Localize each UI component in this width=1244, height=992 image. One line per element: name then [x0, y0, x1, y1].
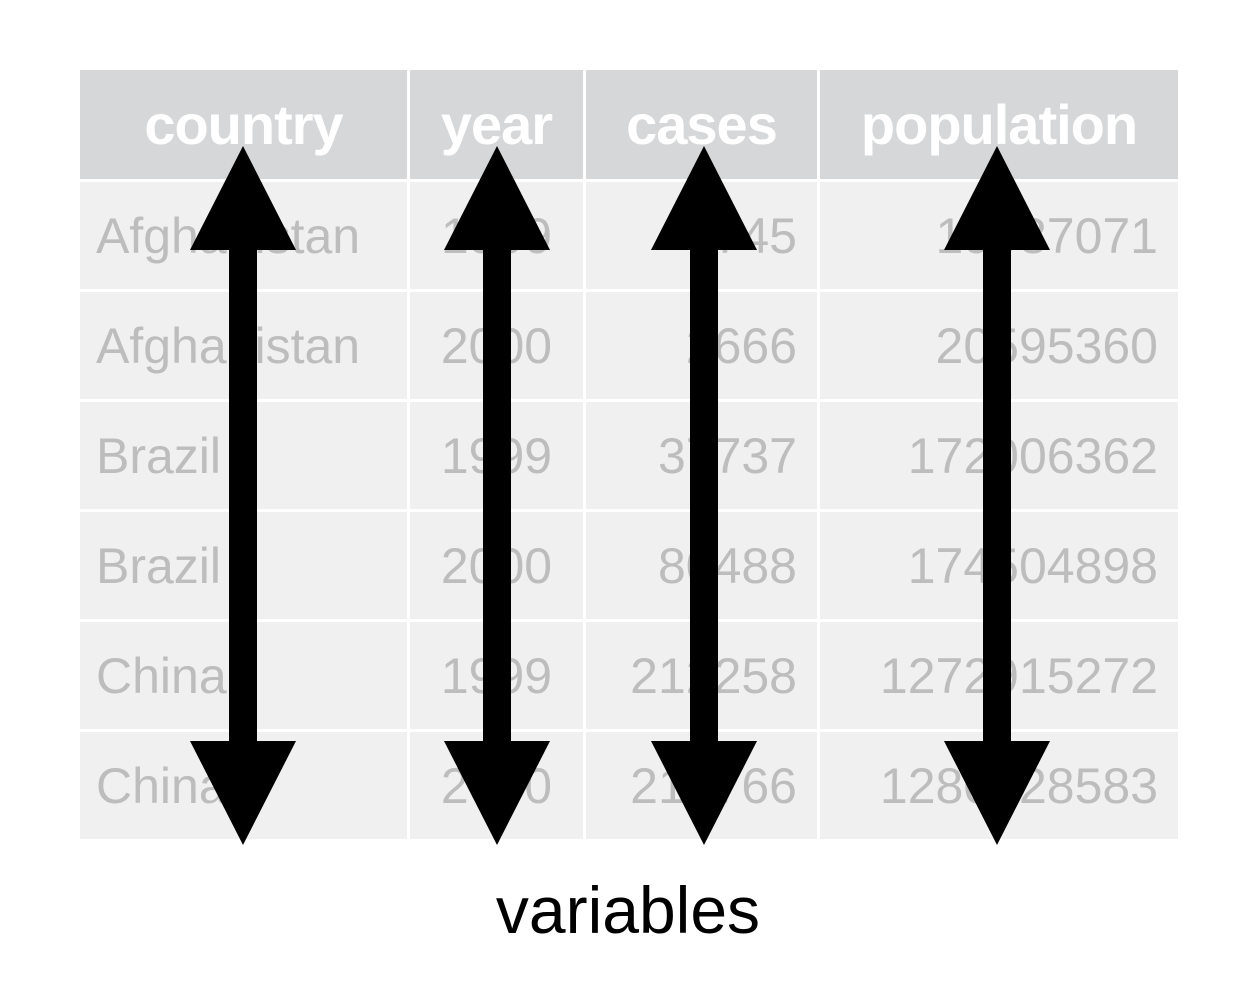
cell-population: 1272915272	[820, 619, 1178, 729]
tidy-data-table: country year cases population Afghanista…	[80, 70, 1178, 840]
cell-country: China	[80, 729, 410, 839]
cell-population: 172006362	[820, 399, 1178, 509]
header-cases: cases	[586, 70, 820, 179]
cell-population: 20595360	[820, 289, 1178, 399]
header-population: population	[820, 70, 1178, 179]
cell-country: China	[80, 619, 410, 729]
cell-cases: 213766	[586, 729, 820, 839]
cell-country: Afghanistan	[80, 289, 410, 399]
cell-cases: 80488	[586, 509, 820, 619]
cell-year: 2000	[410, 729, 586, 839]
cell-year: 1999	[410, 619, 586, 729]
cell-country: Brazil	[80, 509, 410, 619]
cell-population: 19987071	[820, 179, 1178, 289]
cell-cases: 2666	[586, 289, 820, 399]
cell-cases: 37737	[586, 399, 820, 509]
cell-year: 1999	[410, 399, 586, 509]
header-year: year	[410, 70, 586, 179]
cell-cases: 212258	[586, 619, 820, 729]
cell-population: 174504898	[820, 509, 1178, 619]
cell-population: 1280428583	[820, 729, 1178, 839]
cell-country: Afghanistan	[80, 179, 410, 289]
cell-year: 2000	[410, 509, 586, 619]
cell-cases: 745	[586, 179, 820, 289]
cell-year: 2000	[410, 289, 586, 399]
cell-country: Brazil	[80, 399, 410, 509]
cell-year: 1999	[410, 179, 586, 289]
header-country: country	[80, 70, 410, 179]
caption-variables: variables	[495, 873, 761, 947]
